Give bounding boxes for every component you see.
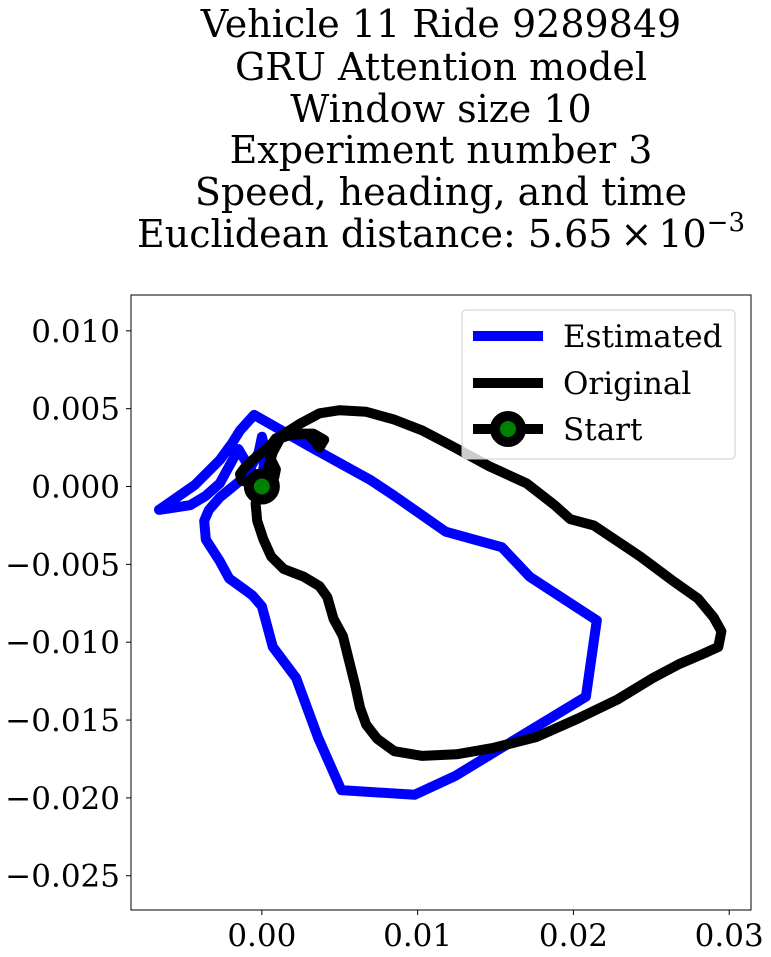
y-axis: 0.010 0.005 0.000 −0.005 −0.010 −0.015 −0.020 −…	[5, 314, 131, 895]
title-line-1: Vehicle 11 Ride 9289849	[200, 2, 681, 46]
y-tick-label: 0.000	[31, 470, 120, 506]
title-metric-line: Euclidean distance: 5.65 × 10−3	[137, 208, 745, 256]
y-tick-label: 0.005	[31, 392, 120, 428]
chart-title: Vehicle 11 Ride 9289849 GRU Attention mo…	[137, 2, 745, 256]
legend-label-start: Start	[563, 412, 643, 448]
title-line-3: Window size 10	[290, 87, 591, 131]
x-tick-label: 0.02	[539, 918, 608, 954]
title-metric-base: 10	[658, 212, 706, 256]
x-axis: 0.00 0.01 0.02 0.03	[227, 910, 764, 954]
title-line-2: GRU Attention model	[235, 45, 647, 89]
y-tick-label: −0.015	[5, 703, 120, 739]
y-tick-label: −0.010	[5, 625, 120, 661]
series-layer	[154, 405, 727, 800]
title-metric-times: ×	[620, 212, 652, 256]
marker-layer	[243, 468, 280, 505]
series-line-estimated	[154, 409, 602, 800]
start-marker	[243, 468, 280, 505]
title-line-5: Speed, heading, and time	[195, 170, 687, 214]
y-tick-label: −0.005	[5, 547, 120, 583]
series-line-original	[235, 405, 727, 761]
x-tick-label: 0.01	[383, 918, 452, 954]
x-tick-label: 0.03	[695, 918, 764, 954]
y-tick-label: −0.020	[5, 781, 120, 817]
y-tick-label: −0.025	[5, 859, 120, 895]
title-metric-prefix: Euclidean distance: 5.65	[137, 212, 612, 256]
legend: Estimated Original Start	[461, 309, 736, 460]
legend-box	[461, 309, 736, 460]
legend-swatch-start-marker	[490, 411, 526, 447]
x-tick-label: 0.00	[227, 918, 296, 954]
legend-label-original: Original	[563, 366, 691, 402]
title-line-4: Experiment number 3	[230, 128, 653, 172]
title-metric-exponent: −3	[707, 208, 745, 238]
y-tick-label: 0.010	[31, 314, 120, 350]
plot-frame	[130, 294, 752, 911]
legend-label-estimated: Estimated	[563, 319, 722, 355]
